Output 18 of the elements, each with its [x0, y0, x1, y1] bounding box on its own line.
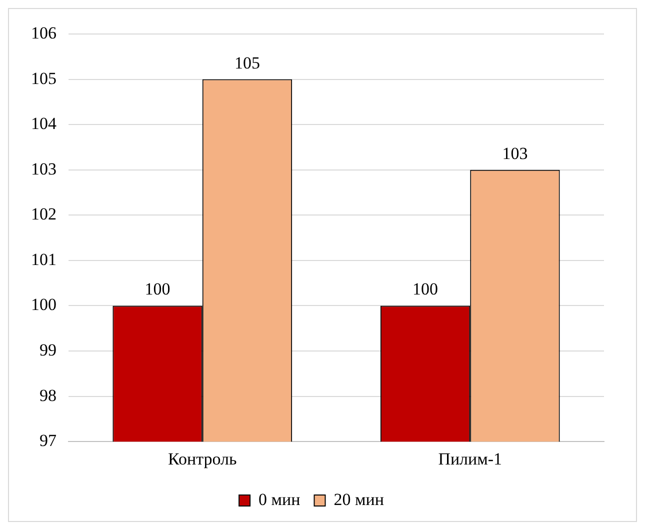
legend-label: 20 мин [334, 490, 384, 509]
data-label: 100 [412, 280, 438, 299]
data-label: 103 [502, 144, 528, 163]
data-label: 105 [234, 53, 260, 72]
y-tick-label: 99 [40, 340, 56, 360]
x-tick-label: Контроль [168, 449, 237, 468]
y-tick-label: 101 [31, 250, 56, 269]
y-tick-label: 105 [31, 68, 56, 88]
y-tick-label: 102 [31, 204, 56, 224]
legend-label: 0 мин [258, 490, 300, 509]
data-label: 100 [144, 280, 170, 299]
y-tick-label: 104 [31, 114, 57, 134]
y-tick-label: 98 [40, 386, 56, 405]
y-tick-label: 103 [31, 159, 56, 178]
y-tick-label: 97 [40, 431, 57, 450]
y-tick-label: 106 [31, 23, 56, 42]
x-tick-label: Пилим-1 [438, 449, 502, 468]
y-tick-label: 100 [31, 295, 56, 314]
